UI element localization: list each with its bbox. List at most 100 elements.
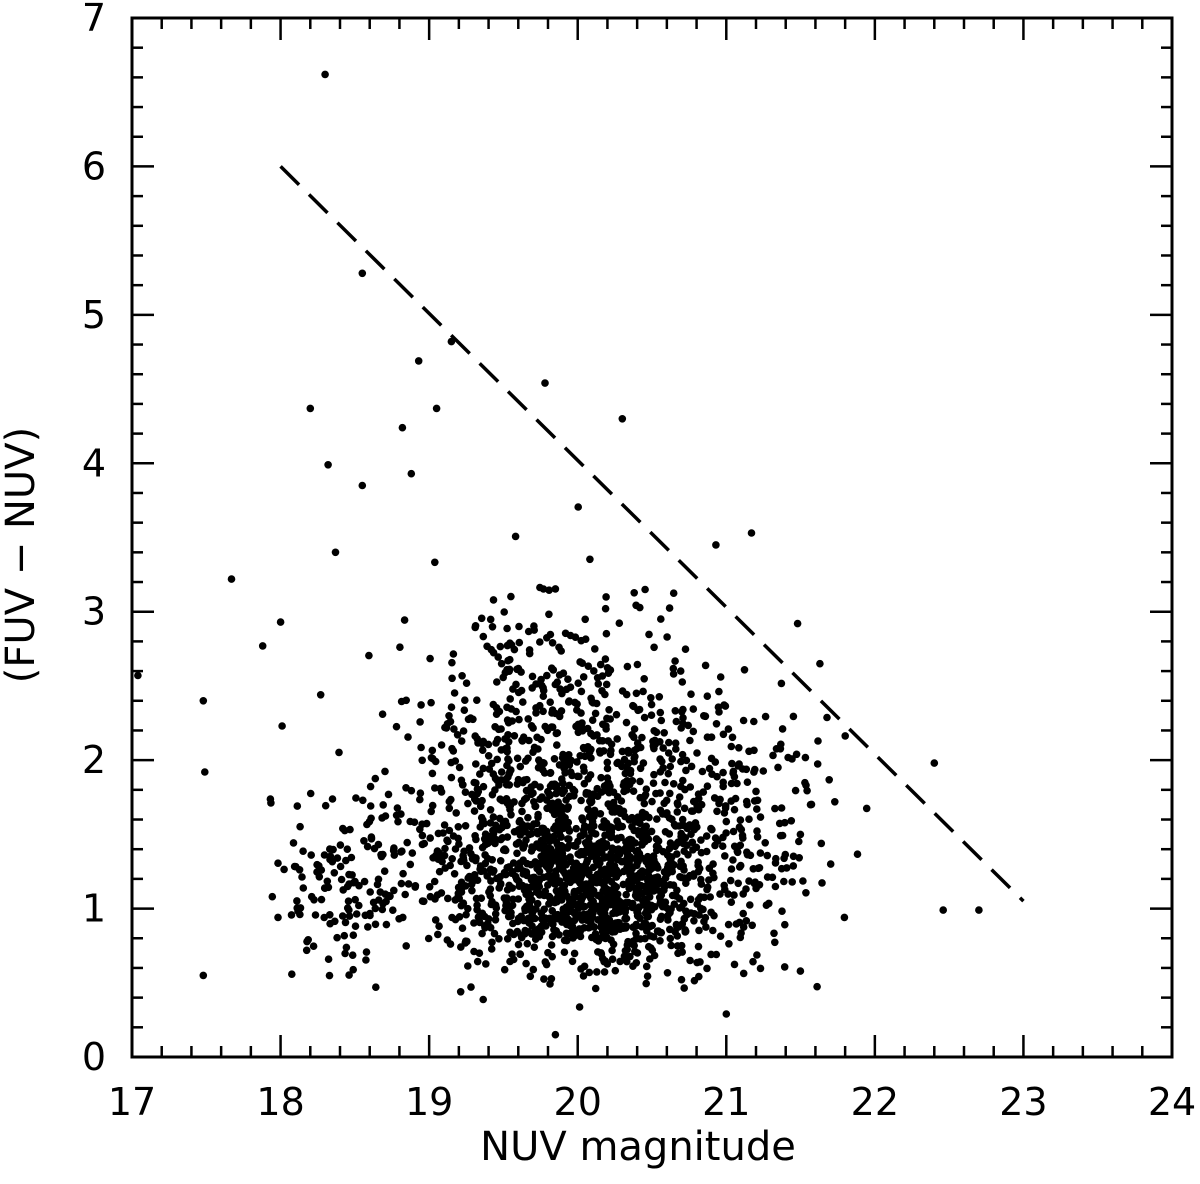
data-point [536, 844, 544, 852]
data-point [632, 689, 641, 698]
data-point [605, 706, 613, 714]
data-point [513, 849, 521, 858]
data-point [555, 931, 563, 939]
data-point [491, 910, 500, 918]
data-point [939, 906, 947, 914]
data-point [678, 678, 687, 686]
data-point [975, 906, 983, 914]
data-point [695, 972, 703, 981]
data-point [588, 874, 596, 882]
data-point [696, 958, 704, 966]
data-point [491, 839, 499, 848]
data-point [568, 771, 576, 780]
data-point [487, 945, 496, 953]
data-point [650, 744, 658, 753]
data-point [577, 902, 586, 910]
data-point [724, 725, 733, 733]
data-point [507, 592, 515, 601]
data-point [763, 873, 772, 881]
data-point [784, 753, 792, 762]
data-point [572, 722, 580, 731]
data-point [491, 916, 500, 924]
data-point [647, 694, 655, 702]
data-point [349, 965, 358, 974]
x-tick-label: 24 [1148, 1080, 1196, 1124]
data-point [593, 847, 602, 856]
data-point [753, 796, 762, 805]
data-point [404, 733, 412, 741]
data-point [531, 802, 539, 811]
data-point [663, 633, 671, 641]
data-point [358, 481, 367, 490]
data-point [468, 886, 476, 895]
data-point [628, 777, 637, 785]
data-point [504, 797, 512, 806]
data-point [515, 638, 524, 647]
data-point [650, 643, 658, 652]
data-point [581, 615, 589, 624]
data-point [607, 740, 616, 749]
data-point [411, 882, 420, 890]
data-point [853, 850, 862, 858]
data-point [702, 923, 710, 931]
data-point [492, 904, 501, 912]
data-point [673, 850, 681, 858]
data-point [730, 891, 738, 899]
data-point [487, 645, 496, 654]
data-point [703, 782, 712, 790]
data-point [481, 851, 489, 859]
data-point [444, 837, 452, 846]
data-point [530, 943, 539, 951]
data-point [740, 666, 749, 674]
data-point [584, 743, 592, 751]
data-point [605, 916, 614, 924]
data-point [695, 926, 703, 935]
data-point [632, 929, 640, 938]
data-point [344, 897, 353, 905]
data-point [466, 714, 475, 722]
data-point [602, 629, 611, 638]
data-point [700, 712, 708, 720]
data-point [454, 889, 463, 898]
data-point [561, 629, 570, 638]
data-point [751, 878, 759, 886]
data-point [558, 689, 566, 698]
data-point [597, 788, 606, 796]
data-point [496, 642, 505, 651]
data-point [709, 926, 717, 935]
data-point [492, 710, 501, 718]
data-point [477, 813, 486, 822]
data-point [227, 575, 236, 583]
data-point [557, 707, 566, 715]
data-point [628, 731, 636, 739]
data-point [564, 698, 573, 706]
data-point [628, 899, 637, 908]
data-point [453, 731, 462, 739]
data-point [686, 956, 694, 965]
data-point [506, 767, 514, 776]
data-point [545, 610, 553, 619]
data-point [580, 962, 589, 971]
data-point [478, 746, 487, 754]
data-point [366, 911, 374, 920]
data-point [647, 901, 656, 910]
data-point [694, 858, 702, 866]
data-point [326, 845, 334, 853]
data-point [509, 859, 518, 867]
data-point [673, 799, 682, 807]
data-point [710, 911, 718, 920]
data-point [601, 831, 609, 839]
data-point [324, 883, 333, 892]
data-point [566, 872, 574, 880]
data-point [573, 700, 581, 708]
data-point [647, 944, 655, 952]
data-point [618, 415, 627, 423]
data-point [288, 970, 296, 978]
data-point [532, 888, 541, 896]
data-point [665, 738, 673, 747]
data-point [546, 782, 555, 791]
data-point [398, 423, 407, 432]
data-point [521, 828, 530, 836]
data-point [309, 942, 318, 950]
data-point [681, 645, 690, 653]
